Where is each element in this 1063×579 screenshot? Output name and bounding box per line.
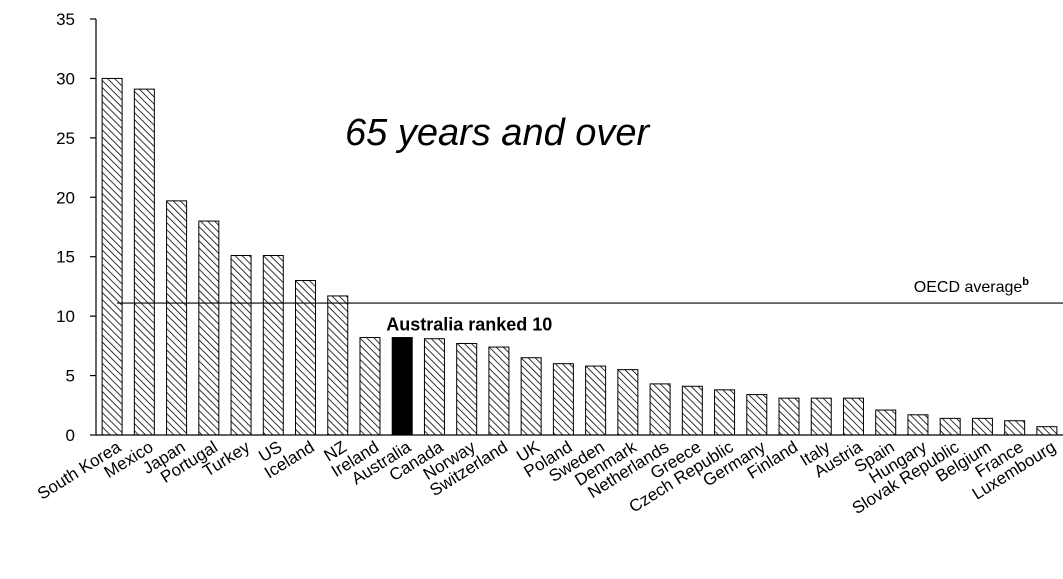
bar-ireland (359, 337, 381, 436)
oecd-average-superscript: b (1022, 276, 1029, 288)
bar-portugal (198, 220, 220, 436)
bar-japan (166, 200, 188, 436)
bar-germany (746, 394, 768, 436)
bar-nz (327, 295, 349, 436)
bar-norway (456, 342, 478, 436)
bar-australia (391, 337, 413, 436)
y-tick-label: 20 (56, 188, 75, 207)
bar-belgium (971, 417, 993, 436)
y-tick-label: 15 (56, 248, 75, 267)
chart-title: 65 years and over (345, 112, 651, 154)
bar-uk (520, 357, 542, 436)
bar-spain (875, 409, 897, 436)
bar-sweden (585, 365, 607, 436)
bars (101, 77, 1058, 436)
bar-slovak-republic (939, 417, 961, 436)
oecd-average-text: OECD average (914, 279, 1023, 296)
y-tick-label: 10 (56, 307, 75, 326)
bar-luxembourg (1036, 426, 1058, 436)
bar-canada (423, 338, 445, 436)
bar-france (1004, 420, 1026, 436)
australia-rank-annotation: Australia ranked 10 (386, 315, 552, 335)
bar-hungary (907, 414, 929, 436)
bar-denmark (617, 369, 639, 436)
y-tick-label: 35 (56, 10, 75, 29)
bar-netherlands (649, 383, 671, 436)
bar-mexico (133, 88, 155, 436)
oecd-average-label: OECD averageb (914, 276, 1030, 296)
y-axis: 0 5 10 15 20 25 30 35 (56, 10, 97, 445)
y-tick-label: 0 (66, 426, 75, 445)
bar-finland (778, 397, 800, 436)
bar-austria (842, 397, 864, 436)
bar-poland (552, 363, 574, 436)
y-tick-label: 30 (56, 69, 75, 88)
bar-turkey (230, 255, 252, 436)
bar-us (262, 255, 284, 436)
y-tick-label: 25 (56, 129, 75, 148)
bar-czech-republic (714, 389, 736, 436)
bar-switzerland (488, 346, 510, 436)
y-tick-label: 5 (66, 367, 75, 386)
bar-italy (810, 397, 832, 436)
bar-south-korea (101, 77, 123, 436)
bar-greece (681, 385, 703, 436)
